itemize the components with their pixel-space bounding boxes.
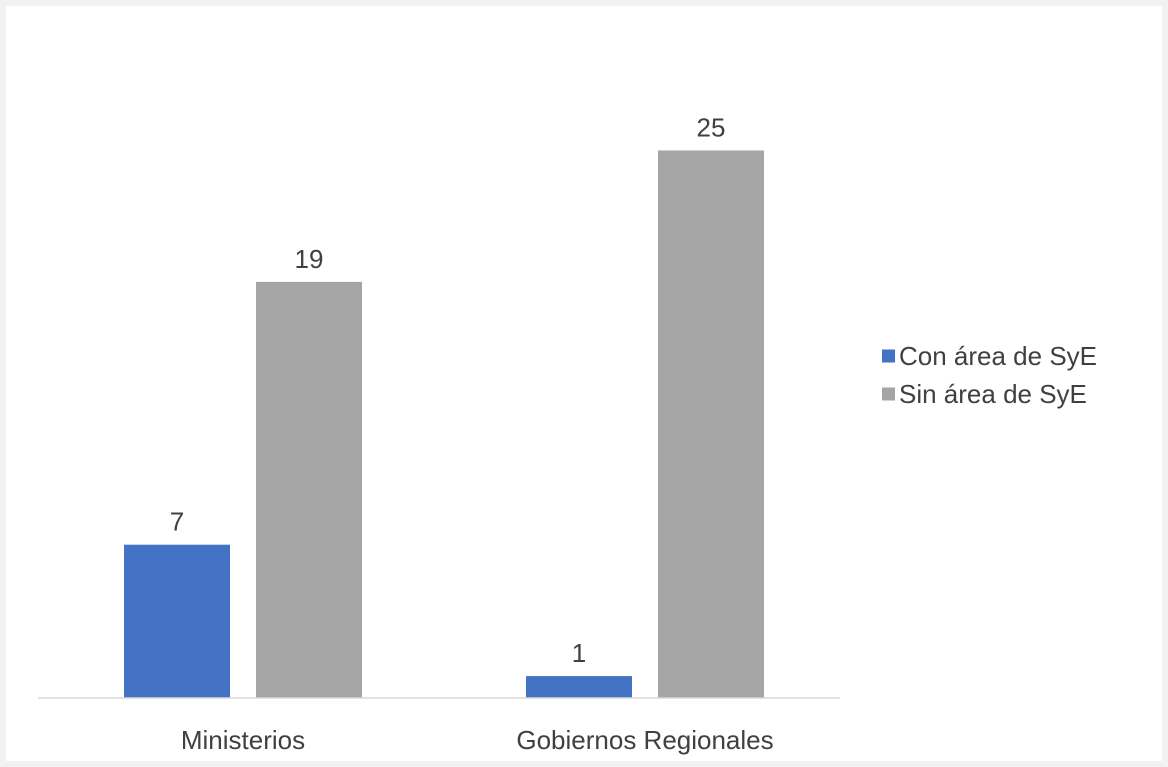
bar-sin-0 <box>256 281 362 698</box>
category-label-1: Gobiernos Regionales <box>516 725 773 755</box>
bar-con-1 <box>526 676 632 698</box>
legend-swatch-1 <box>882 387 895 401</box>
data-labels-group: 7 1 19 25 <box>170 113 726 669</box>
legend: Con área de SyE Sin área de SyE <box>882 341 1097 409</box>
legend-swatch-0 <box>882 349 895 363</box>
bars-group <box>124 150 764 698</box>
bar-sin-1 <box>658 150 764 698</box>
bar-con-0 <box>124 544 230 698</box>
category-label-0: Ministerios <box>181 725 305 755</box>
data-label-con-1: 1 <box>572 638 586 668</box>
data-label-sin-1: 25 <box>697 113 726 143</box>
legend-label-0: Con área de SyE <box>899 341 1097 371</box>
bar-chart: 7 1 19 25 Ministerios Gobiernos Regionales C… <box>38 113 1097 755</box>
legend-label-1: Sin área de SyE <box>899 379 1087 409</box>
data-label-sin-0: 19 <box>295 244 324 274</box>
data-label-con-0: 7 <box>170 507 184 537</box>
category-labels-group: Ministerios Gobiernos Regionales <box>181 725 774 755</box>
chart-area: 7 1 19 25 Ministerios Gobiernos Regionales C… <box>6 6 1162 761</box>
